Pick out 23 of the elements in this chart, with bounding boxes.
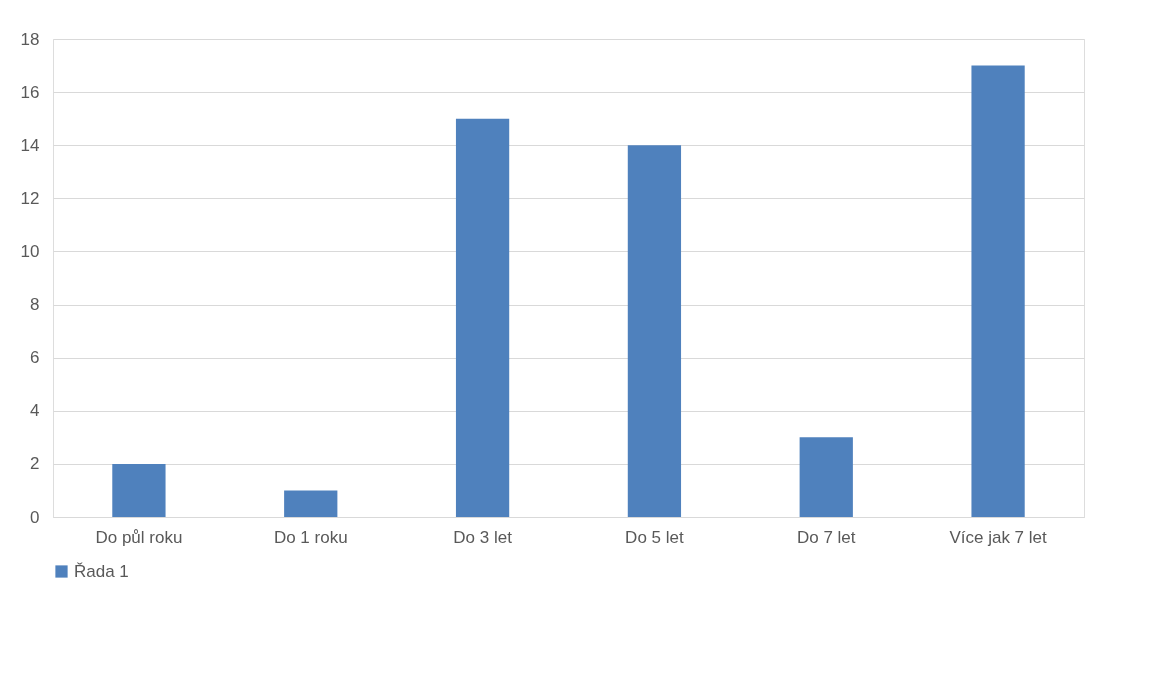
y-tick-label: 4 xyxy=(30,401,40,421)
x-tick-label: Do 3 let xyxy=(453,527,513,547)
x-tick-label: Do 7 let xyxy=(796,527,856,547)
x-tick-label: Do 1 roku xyxy=(273,527,348,547)
y-tick-label: 14 xyxy=(20,135,40,155)
bar xyxy=(971,65,1025,517)
y-tick-label: 18 xyxy=(20,29,40,49)
bar xyxy=(284,490,338,517)
y-tick-label: 16 xyxy=(20,82,40,102)
y-tick-label: 0 xyxy=(30,507,40,527)
y-tick-label: 10 xyxy=(20,241,40,261)
x-tick-label: Více jak 7 let xyxy=(949,527,1048,547)
bar xyxy=(799,437,853,517)
y-tick-label: 2 xyxy=(30,454,40,474)
bar xyxy=(112,463,166,517)
x-tick-label: Do půl roku xyxy=(95,527,183,547)
y-tick-label: 12 xyxy=(20,188,40,208)
x-tick-label: Do 5 let xyxy=(625,527,684,547)
bar xyxy=(455,118,510,517)
y-tick-label: 8 xyxy=(30,295,40,315)
y-tick-label: 6 xyxy=(30,348,40,368)
bar xyxy=(627,145,682,517)
legend-label: Řada 1 xyxy=(74,561,129,581)
